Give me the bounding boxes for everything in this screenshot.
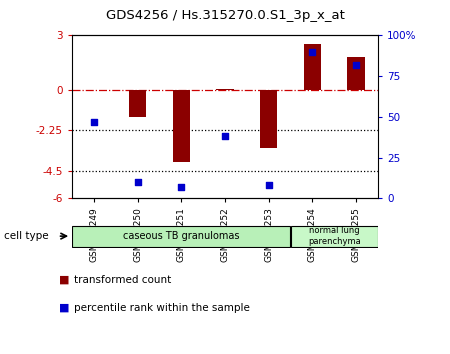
- Point: [90, 119, 98, 125]
- Text: caseous TB granulomas: caseous TB granulomas: [123, 231, 239, 241]
- Point: [178, 184, 185, 190]
- Text: cell type: cell type: [4, 231, 49, 241]
- Text: normal lung
parenchyma: normal lung parenchyma: [308, 226, 360, 246]
- Point: [265, 182, 272, 188]
- Point: [309, 49, 316, 55]
- Bar: [260, 90, 278, 148]
- FancyBboxPatch shape: [291, 226, 378, 247]
- Text: percentile rank within the sample: percentile rank within the sample: [74, 303, 250, 313]
- Text: GDS4256 / Hs.315270.0.S1_3p_x_at: GDS4256 / Hs.315270.0.S1_3p_x_at: [106, 9, 344, 22]
- Text: ■: ■: [58, 275, 69, 285]
- Bar: [304, 45, 321, 90]
- Bar: [172, 90, 190, 162]
- FancyBboxPatch shape: [72, 226, 290, 247]
- Point: [134, 179, 141, 185]
- Text: transformed count: transformed count: [74, 275, 171, 285]
- Bar: [347, 57, 365, 90]
- Bar: [216, 89, 234, 90]
- Bar: [129, 90, 146, 117]
- Point: [221, 133, 229, 139]
- Point: [352, 62, 360, 68]
- Text: ■: ■: [58, 303, 69, 313]
